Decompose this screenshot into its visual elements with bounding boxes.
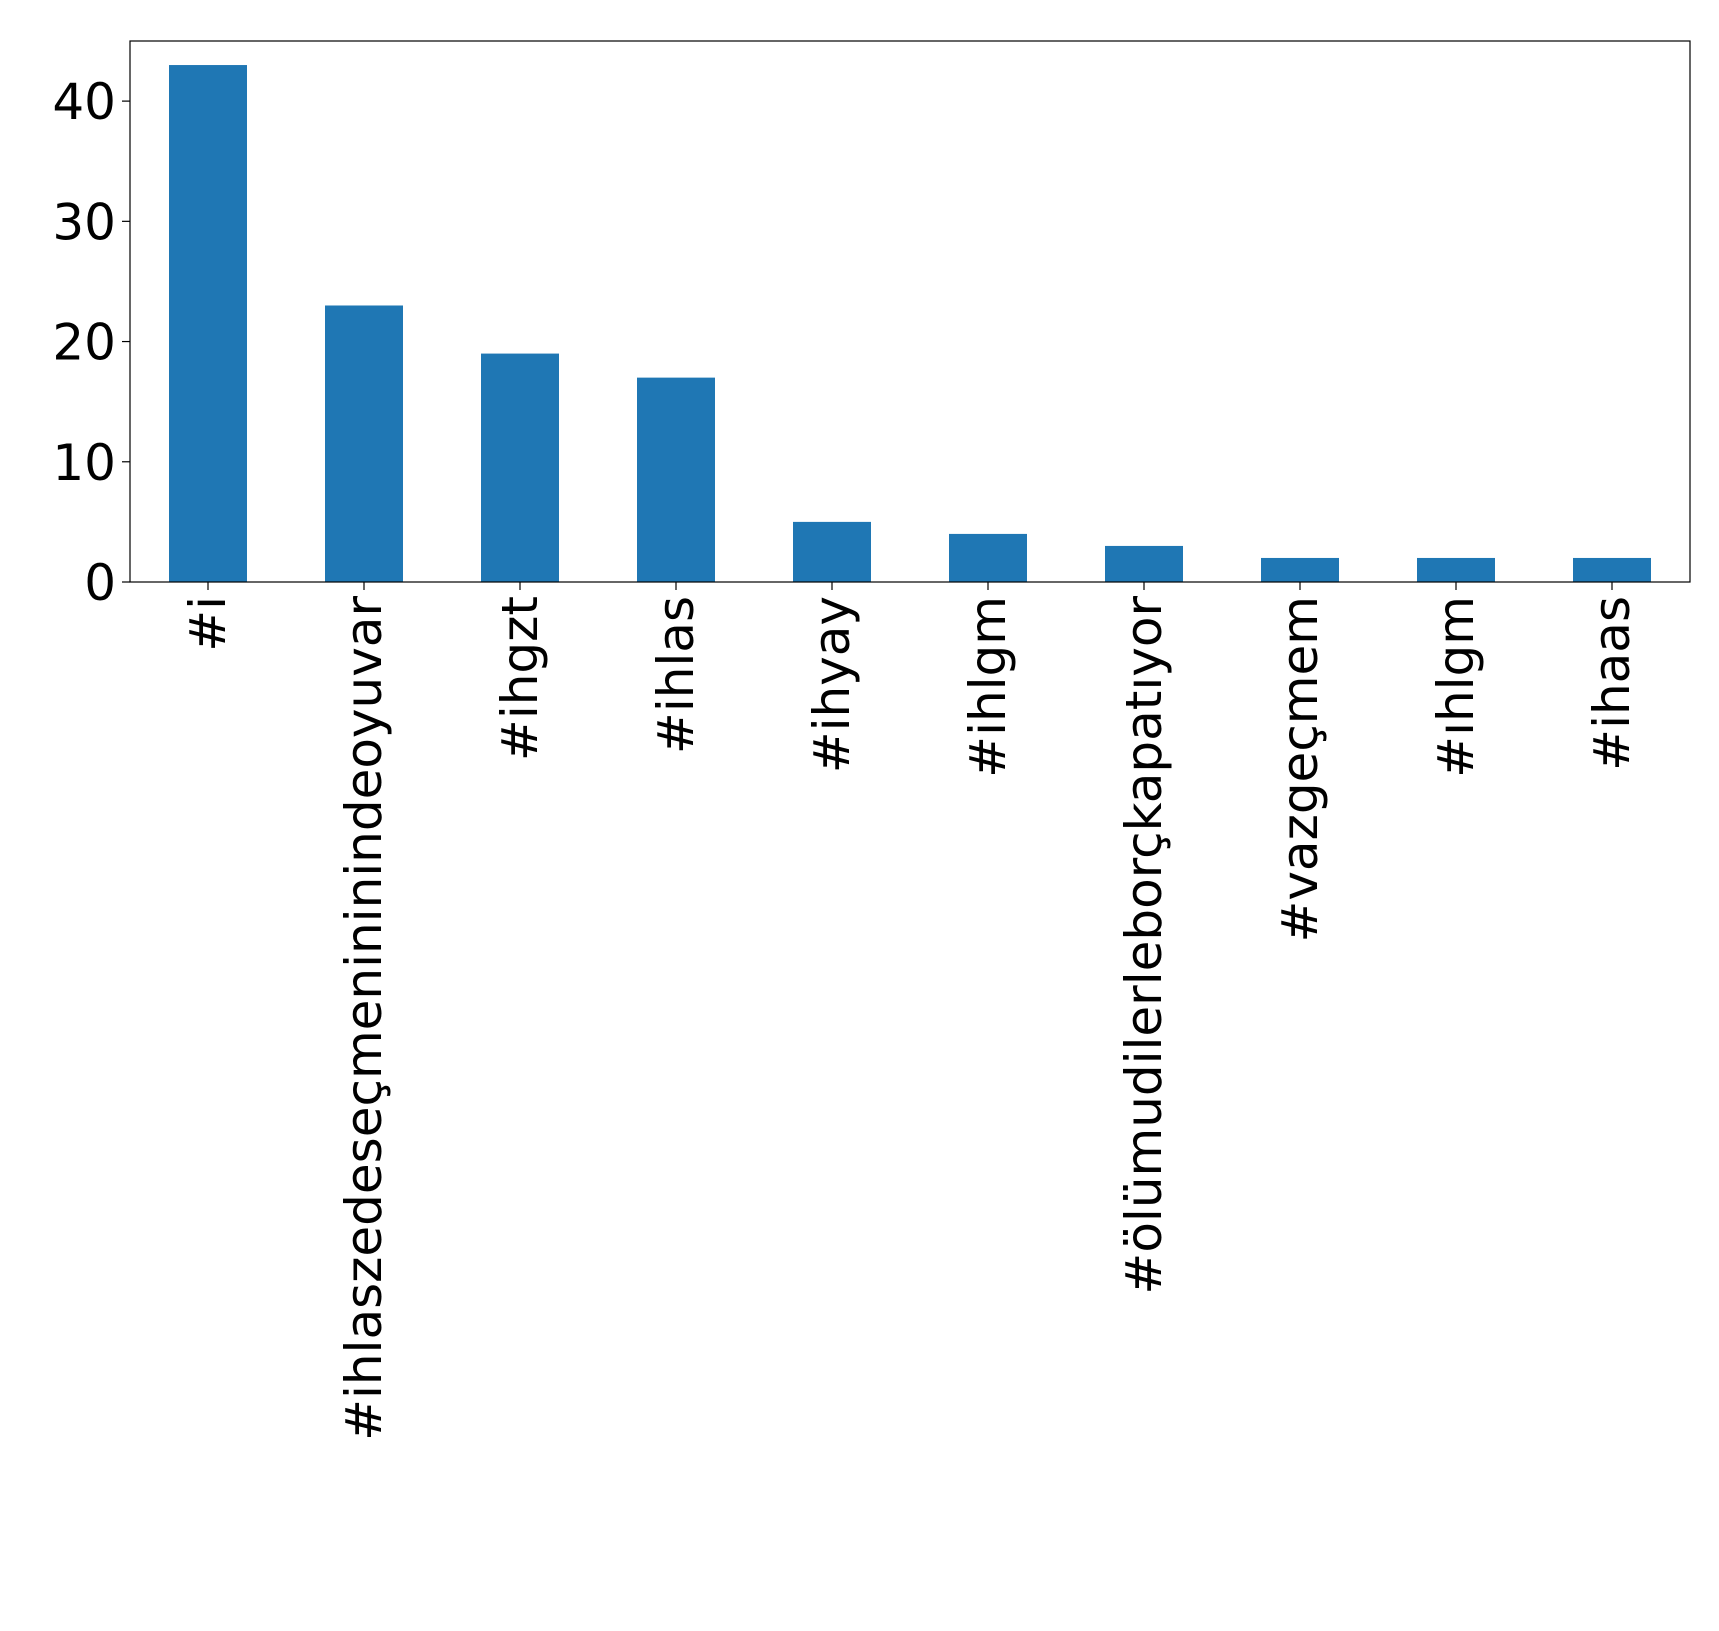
x-tick-label: #ihyay: [803, 596, 861, 773]
bar: [1573, 557, 1651, 582]
bars-layer: [169, 65, 1651, 583]
bar: [325, 305, 403, 582]
x-tick-label: #ihlas: [647, 596, 705, 754]
x-tick-label: #ıhlgm: [1427, 596, 1485, 778]
plot-area-frame: [129, 40, 1691, 583]
x-tick-label: #ölümudilerleborçkapatıyor: [1115, 596, 1173, 1295]
x-tick-label: #vazgeçmem: [1271, 596, 1329, 943]
y-tick-label: 30: [52, 193, 116, 251]
y-tick-label: 10: [52, 434, 116, 492]
x-tick-label: #i: [179, 596, 237, 652]
bar: [481, 353, 559, 582]
bar: [1417, 557, 1495, 582]
x-tick-label: #ihlaszedeseçmenininindeoyuvar: [335, 596, 393, 1441]
x-tick-label: #ihgzt: [491, 596, 549, 761]
bar: [169, 65, 247, 583]
bar: [637, 377, 715, 582]
bar: [1261, 557, 1339, 582]
y-tick-label: 40: [52, 73, 116, 131]
y-tick-label: 20: [52, 314, 116, 372]
x-tick-label: #ihlgm: [959, 596, 1017, 778]
bar: [1105, 545, 1183, 582]
bar: [793, 521, 871, 582]
bar: [949, 533, 1027, 582]
x-tick-label: #ihaas: [1583, 596, 1641, 771]
y-tick-label: 0: [84, 554, 116, 612]
x-axis: #i #ihlaszedeseçmenininindeoyuvar #ihgzt #i…: [179, 582, 1641, 1441]
y-axis: 0 10 20 30 40: [52, 73, 130, 612]
